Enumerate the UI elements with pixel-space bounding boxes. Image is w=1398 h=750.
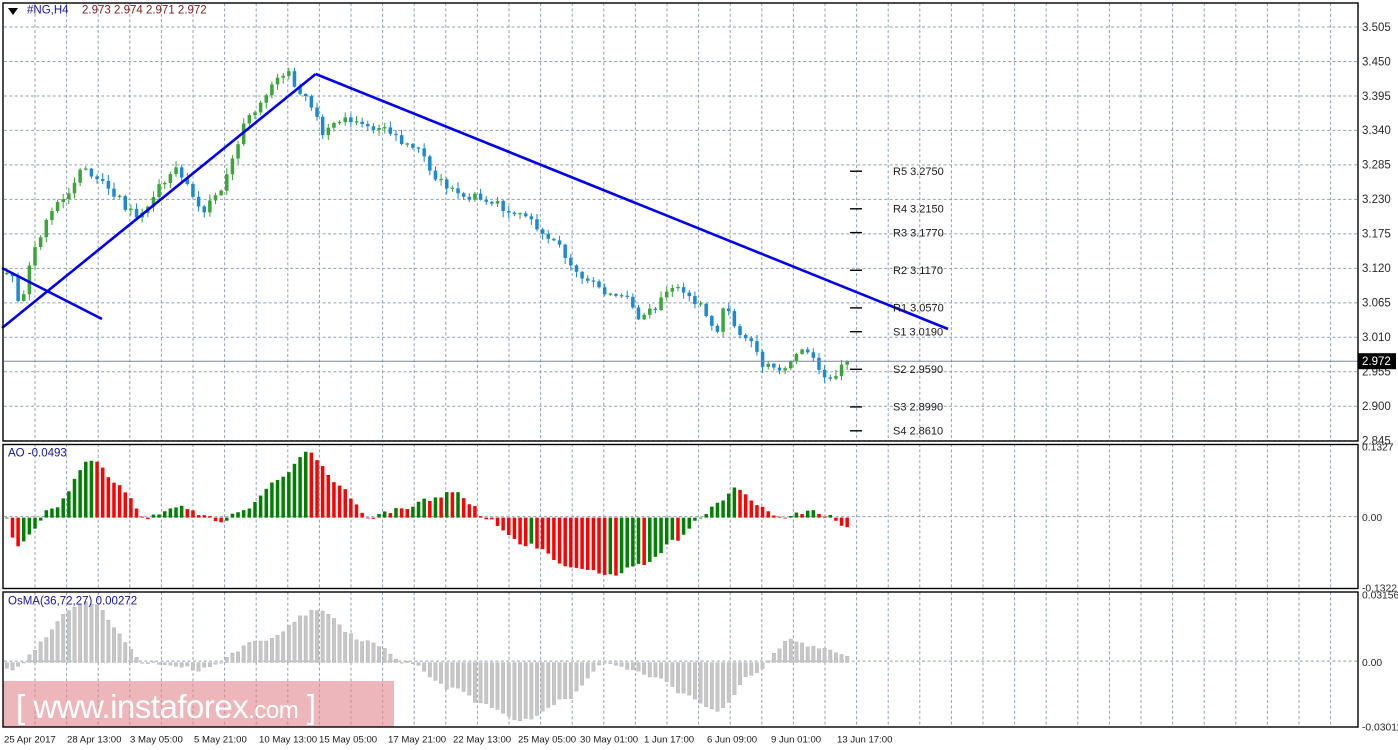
svg-text:3.395: 3.395 <box>1362 91 1391 103</box>
svg-text:OsMA(36,72,27) 0.00272: OsMA(36,72,27) 0.00272 <box>8 596 137 608</box>
svg-text:3.285: 3.285 <box>1362 160 1391 172</box>
svg-text:-0.03011: -0.03011 <box>1362 723 1398 734</box>
svg-text:R2 3.1170: R2 3.1170 <box>893 265 943 277</box>
svg-text:R4 3.2150: R4 3.2150 <box>893 204 944 216</box>
svg-text:0.00: 0.00 <box>1362 513 1382 524</box>
svg-text:AO -0.0493: AO -0.0493 <box>8 448 67 460</box>
svg-text:#NG,H4: #NG,H4 <box>27 5 69 17</box>
svg-text:3.120: 3.120 <box>1362 263 1391 275</box>
svg-text:28 Apr 13:00: 28 Apr 13:00 <box>67 735 121 746</box>
svg-text:R3 3.1770: R3 3.1770 <box>893 227 944 239</box>
svg-text:S1 3.0190: S1 3.0190 <box>893 327 943 339</box>
svg-text:6 Jun 09:00: 6 Jun 09:00 <box>707 735 757 746</box>
svg-text:30 May 01:00: 30 May 01:00 <box>580 735 638 746</box>
svg-text:2.972: 2.972 <box>1362 356 1391 368</box>
svg-text:25 May 05:00: 25 May 05:00 <box>518 735 576 746</box>
svg-text:15 May 05:00: 15 May 05:00 <box>319 735 377 746</box>
svg-text:3.505: 3.505 <box>1362 22 1391 34</box>
svg-text:3.230: 3.230 <box>1362 194 1391 206</box>
svg-text:3.175: 3.175 <box>1362 229 1391 241</box>
svg-text:25 Apr 2017: 25 Apr 2017 <box>4 735 56 746</box>
svg-text:0.1327: 0.1327 <box>1362 443 1394 454</box>
svg-text:0.00: 0.00 <box>1362 658 1382 669</box>
svg-text:9 Jun 01:00: 9 Jun 01:00 <box>771 735 821 746</box>
svg-text:S4 2.8610: S4 2.8610 <box>893 426 943 438</box>
svg-text:17 May 21:00: 17 May 21:00 <box>388 735 446 746</box>
svg-text:2.900: 2.900 <box>1362 401 1391 413</box>
svg-text:3.340: 3.340 <box>1362 125 1391 137</box>
svg-text:5 May 21:00: 5 May 21:00 <box>194 735 247 746</box>
svg-text:3 May 05:00: 3 May 05:00 <box>130 735 183 746</box>
svg-text:10 May 13:00: 10 May 13:00 <box>259 735 317 746</box>
svg-text:R1 3.0570: R1 3.0570 <box>893 303 944 315</box>
svg-text:3.450: 3.450 <box>1362 56 1391 68</box>
svg-text:1 Jun 17:00: 1 Jun 17:00 <box>644 735 694 746</box>
svg-text:S2 2.9590: S2 2.9590 <box>893 364 943 376</box>
svg-text:S3 2.8990: S3 2.8990 <box>893 402 943 414</box>
svg-text:0.03156: 0.03156 <box>1362 591 1398 602</box>
svg-text:R5 3.2750: R5 3.2750 <box>893 166 944 178</box>
svg-text:3.010: 3.010 <box>1362 332 1391 344</box>
svg-text:22 May 13:00: 22 May 13:00 <box>453 735 511 746</box>
svg-text:3.065: 3.065 <box>1362 298 1391 310</box>
svg-text:2.973 2.974 2.971 2.972: 2.973 2.974 2.971 2.972 <box>82 5 207 17</box>
svg-text:13 Jun 17:00: 13 Jun 17:00 <box>837 735 892 746</box>
